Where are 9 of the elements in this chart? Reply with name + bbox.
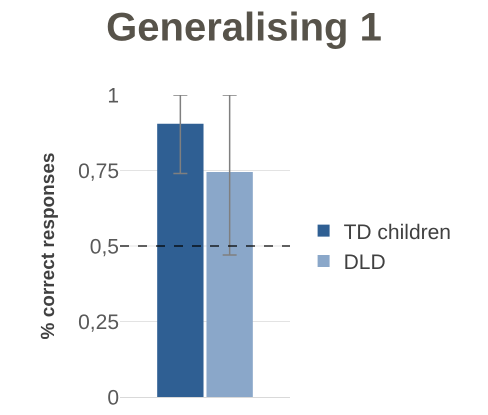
y-axis-title: % correct responses <box>38 152 59 340</box>
y-tick-label: 0,5 <box>90 235 119 258</box>
legend-label: TD children <box>344 220 451 244</box>
y-tick-label: 0 <box>107 386 119 410</box>
chart-title: Generalising 1 <box>106 5 382 50</box>
legend-label: DLD <box>344 251 386 274</box>
y-tick-label: 0,25 <box>78 310 119 334</box>
y-tick-label: 0,75 <box>78 160 119 183</box>
y-tick-label: 1 <box>107 84 119 108</box>
